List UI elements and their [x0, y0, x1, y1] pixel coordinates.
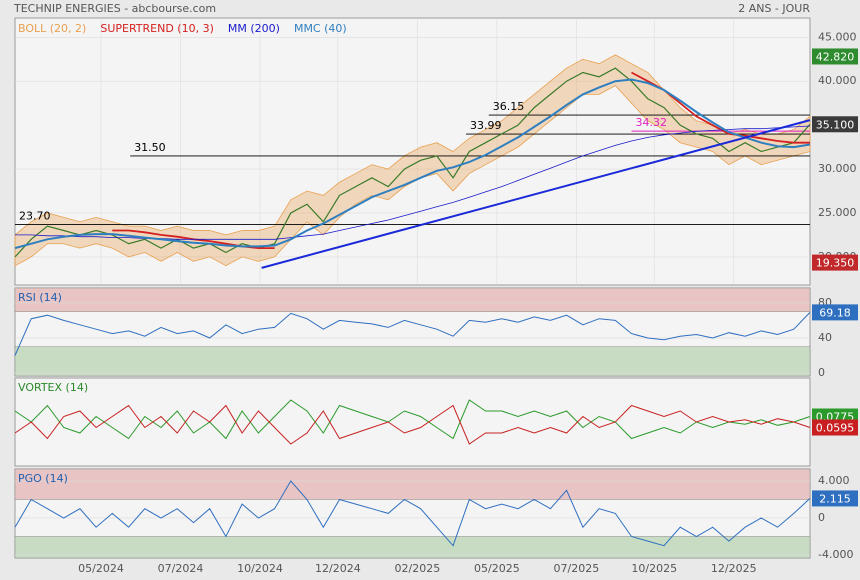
legend-entry: MM (200) [228, 22, 280, 35]
last-value-label: 42.820 [816, 50, 855, 63]
last-value-badge [812, 254, 858, 271]
series-line [14, 312, 811, 356]
x-tick-label: 12/2025 [711, 562, 757, 575]
last-value-label: 2.115 [819, 492, 851, 505]
legend-entry: BOLL (20, 2) [18, 22, 86, 35]
x-tick-label: 05/2024 [78, 562, 124, 575]
y-tick-label: 0 [818, 511, 825, 524]
y-tick-label: 40.000 [818, 74, 857, 87]
level-label: 23.70 [19, 209, 51, 222]
last-value-badge [812, 419, 858, 436]
chart-subtitle: 2 ANS - JOUR [738, 2, 810, 15]
legend-entry: SUPERTREND (10, 3) [100, 22, 214, 35]
last-value-label: 0.0595 [816, 422, 855, 435]
last-value-label: 19.350 [816, 257, 855, 270]
zone [14, 536, 811, 559]
y-tick-label: 0 [818, 366, 825, 379]
x-tick-label: 10/2024 [237, 562, 283, 575]
panel-title: RSI (14) [18, 291, 62, 304]
zone [14, 287, 811, 312]
zone [14, 468, 811, 500]
x-tick-label: 07/2024 [158, 562, 204, 575]
chart-title: TECHNIP ENERGIES - abcbourse.com [13, 2, 216, 15]
y-tick-label: 45.000 [818, 30, 857, 43]
series-line [14, 480, 811, 547]
panel [14, 377, 811, 467]
series-line [14, 404, 811, 445]
x-tick-label: 02/2025 [395, 562, 441, 575]
y-tick-label: 40 [818, 331, 832, 344]
y-tick-label: -4.000 [818, 548, 853, 561]
last-value-badge [812, 48, 858, 65]
last-value-badge [812, 490, 858, 507]
y-tick-label: 4.000 [818, 474, 850, 487]
level-label: 36.15 [493, 100, 525, 113]
x-tick-label: 05/2025 [474, 562, 520, 575]
panel-title: VORTEX (14) [18, 381, 88, 394]
panel-title: PGO (14) [18, 472, 68, 485]
zone [14, 346, 811, 377]
x-tick-label: 10/2025 [631, 562, 677, 575]
level-label: 33.99 [470, 119, 502, 132]
trend-line [261, 119, 811, 269]
legend-entry: MMC (40) [294, 22, 347, 35]
level-label: 31.50 [134, 141, 166, 154]
bollinger-band [14, 54, 811, 267]
series-line [14, 399, 811, 440]
last-value-badge [812, 116, 858, 133]
x-tick-label: 07/2025 [554, 562, 600, 575]
series-line [14, 67, 811, 258]
last-value-label: 35.100 [816, 118, 855, 131]
y-tick-label: 30.000 [818, 162, 857, 175]
y-tick-label: 25.000 [818, 206, 857, 219]
last-value-badge [812, 304, 858, 321]
level-label: 34.32 [636, 116, 668, 129]
x-tick-label: 12/2024 [315, 562, 361, 575]
series-line [14, 78, 811, 250]
last-value-label: 69.18 [819, 306, 851, 319]
